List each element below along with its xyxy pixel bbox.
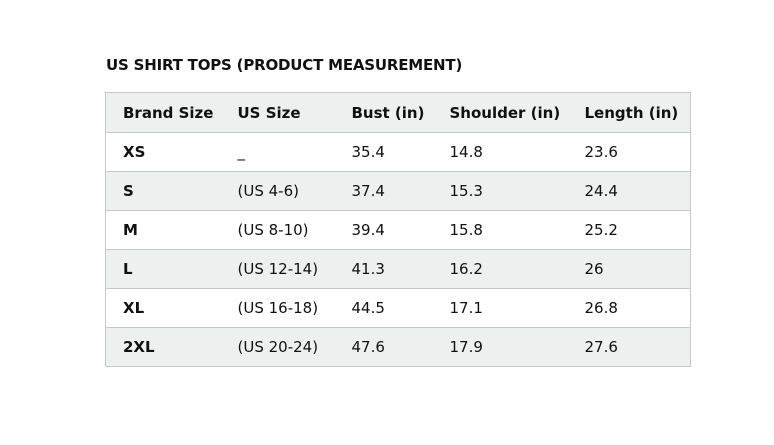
cell-length: 27.6 bbox=[567, 327, 691, 367]
header-shoulder: Shoulder (in) bbox=[432, 92, 568, 133]
cell-us-size: (US 4-6) bbox=[220, 171, 335, 211]
cell-bust: 47.6 bbox=[334, 327, 433, 367]
cell-bust: 37.4 bbox=[334, 171, 433, 211]
header-brand-size: Brand Size bbox=[105, 92, 221, 133]
cell-us-size: (US 20-24) bbox=[220, 327, 335, 367]
table-row: S (US 4-6) 37.4 15.3 24.4 bbox=[105, 171, 691, 211]
cell-us-size: (US 16-18) bbox=[220, 288, 335, 328]
table-title: US SHIRT TOPS (PRODUCT MEASUREMENT) bbox=[106, 56, 463, 74]
table-row: XL (US 16-18) 44.5 17.1 26.8 bbox=[105, 288, 691, 328]
cell-length: 24.4 bbox=[567, 171, 691, 211]
cell-us-size: _ bbox=[220, 132, 335, 172]
table-row: XS _ 35.4 14.8 23.6 bbox=[105, 132, 691, 172]
cell-bust: 44.5 bbox=[334, 288, 433, 328]
table-row: L (US 12-14) 41.3 16.2 26 bbox=[105, 249, 691, 289]
header-us-size: US Size bbox=[220, 92, 335, 133]
cell-length: 26 bbox=[567, 249, 691, 289]
cell-shoulder: 17.1 bbox=[432, 288, 568, 328]
cell-bust: 41.3 bbox=[334, 249, 433, 289]
cell-length: 23.6 bbox=[567, 132, 691, 172]
size-chart-table: Brand Size US Size Bust (in) Shoulder (i… bbox=[105, 92, 691, 367]
cell-brand-size: XL bbox=[105, 288, 221, 328]
cell-brand-size: 2XL bbox=[105, 327, 221, 367]
cell-brand-size: XS bbox=[105, 132, 221, 172]
header-row: Brand Size US Size Bust (in) Shoulder (i… bbox=[105, 92, 691, 133]
header-length: Length (in) bbox=[567, 92, 691, 133]
cell-brand-size: L bbox=[105, 249, 221, 289]
cell-us-size: (US 12-14) bbox=[220, 249, 335, 289]
cell-shoulder: 17.9 bbox=[432, 327, 568, 367]
cell-shoulder: 14.8 bbox=[432, 132, 568, 172]
cell-length: 26.8 bbox=[567, 288, 691, 328]
cell-shoulder: 15.8 bbox=[432, 210, 568, 250]
table-row: M (US 8-10) 39.4 15.8 25.2 bbox=[105, 210, 691, 250]
cell-bust: 39.4 bbox=[334, 210, 433, 250]
cell-shoulder: 16.2 bbox=[432, 249, 568, 289]
cell-brand-size: S bbox=[105, 171, 221, 211]
cell-us-size: (US 8-10) bbox=[220, 210, 335, 250]
header-bust: Bust (in) bbox=[334, 92, 433, 133]
cell-brand-size: M bbox=[105, 210, 221, 250]
cell-bust: 35.4 bbox=[334, 132, 433, 172]
cell-shoulder: 15.3 bbox=[432, 171, 568, 211]
table-row: 2XL (US 20-24) 47.6 17.9 27.6 bbox=[105, 327, 691, 367]
cell-length: 25.2 bbox=[567, 210, 691, 250]
